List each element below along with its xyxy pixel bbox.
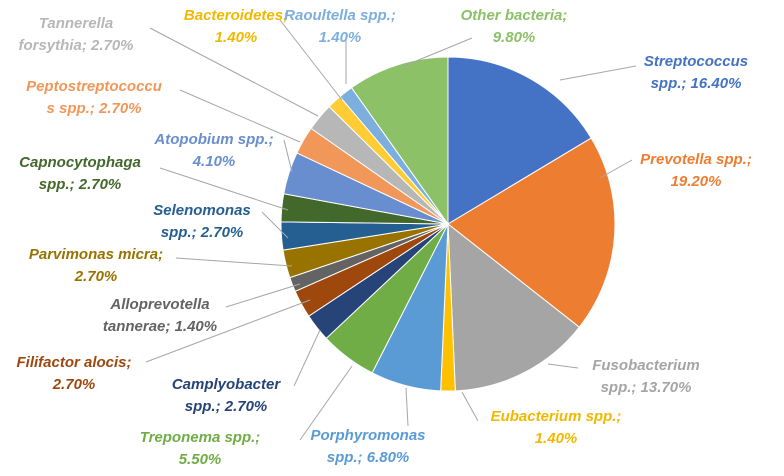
data-label-camplyobacter-spp: Camplyobacter spp.; 2.70% [172, 376, 282, 415]
leader-line-streptococcus-spp [559, 65, 637, 81]
data-label-alloprevotella-tannerae: Alloprevotella tannerae; 1.40% [103, 296, 217, 335]
pie-slices [280, 56, 616, 392]
leader-line-parvimonas-micra [175, 257, 293, 267]
pie-slice-streptococcus-spp [447, 56, 592, 225]
leader-line-camplyobacter-spp [293, 329, 321, 387]
data-label-streptococcus-spp: Streptococcus spp.; 16.40% [644, 53, 748, 92]
data-label-selenomonas-spp: Selenomonas spp.; 2.70% [153, 202, 251, 241]
data-label-peptostreptococcus-spp: Peptostreptococcu s spp.; 2.70% [26, 78, 162, 117]
leader-line-tannerella-forsythia [149, 27, 319, 117]
leader-line-eubacterium-spp [461, 391, 479, 422]
leader-line-capnocytophaga-spp [159, 167, 289, 211]
leader-line-prevotella-spp [599, 159, 633, 179]
data-label-raoultella-spp: Raoultella spp.; 1.40% [284, 7, 396, 46]
leader-line-other-bacteria [403, 37, 473, 67]
data-label-filifactor-alocis: Filifactor alocis; 2.70% [16, 354, 131, 393]
data-label-porphyromonas-spp: Porphyromonas spp.; 6.80% [310, 427, 425, 466]
leader-line-alloprevotella-tannerae [225, 283, 301, 308]
leader-lines [145, 19, 637, 441]
data-label-fusobacterium-spp: Fusobacterium spp.; 13.70% [592, 357, 700, 396]
data-label-other-bacteria: Other bacteria; 9.80% [461, 7, 568, 46]
data-label-parvimonas-micra: Parvimonas micra; 2.70% [29, 246, 163, 285]
leader-line-peptostreptococcus-spp [179, 89, 301, 143]
data-label-eubacterium-spp: Eubacterium spp.; 1.40% [491, 408, 622, 447]
leader-line-fusobacterium-spp [547, 363, 579, 369]
data-label-capnocytophaga-spp: Capnocytophaga spp.; 2.70% [19, 154, 141, 193]
data-label-atopobium-spp: Atopobium spp.; 4.10% [153, 131, 273, 170]
pie-slice-fusobacterium-spp [447, 222, 581, 392]
leader-line-treponema-spp [299, 365, 353, 441]
leader-line-selenomonas-spp [261, 211, 289, 239]
leader-line-filifactor-alocis [145, 299, 311, 363]
data-label-bacteroidetes: Bacteroidetes; 1.40% [184, 7, 288, 46]
data-label-treponema-spp: Treponema spp.; 5.50% [140, 429, 261, 468]
pie-slice-prevotella-spp [447, 137, 616, 328]
leader-line-porphyromonas-spp [405, 387, 409, 427]
leader-line-atopobium-spp [283, 139, 293, 173]
data-labels: Streptococcus spp.; 16.40% Prevotella spp.… [16, 7, 751, 468]
pie-slice-other-bacteria [350, 56, 449, 226]
leader-line-bacteroidetes [279, 19, 343, 101]
data-label-prevotella-spp: Prevotella spp.; 19.20% [640, 151, 752, 190]
data-label-tannerella-forsythia: Tannerella forsythia; 2.70% [18, 15, 133, 54]
